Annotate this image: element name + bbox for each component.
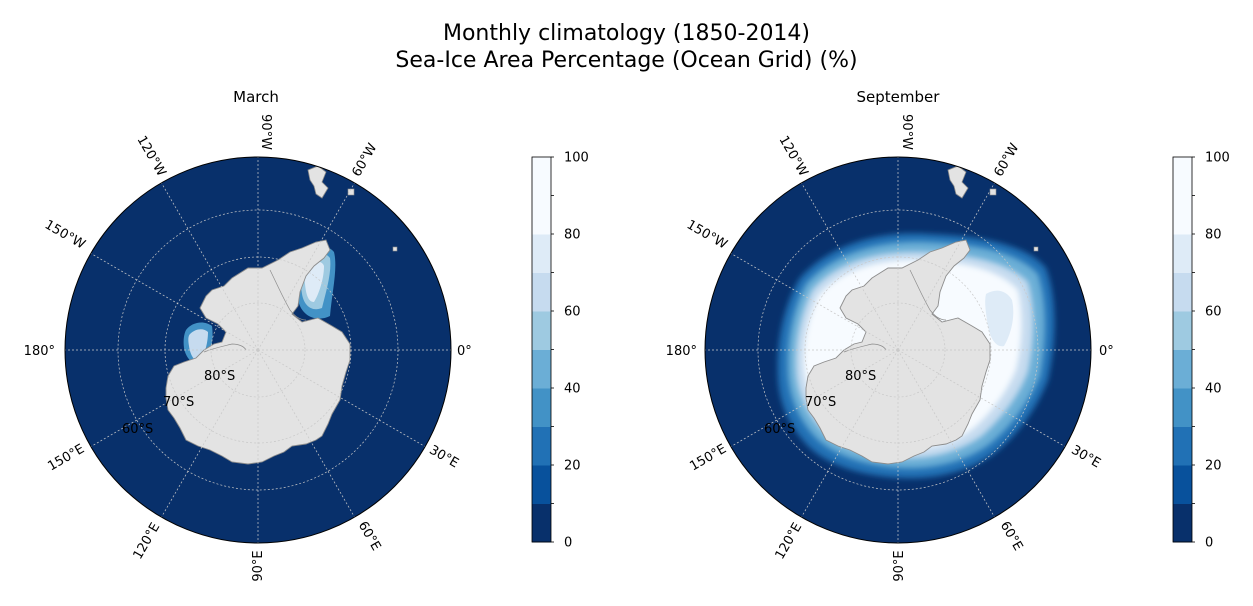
colorbar-segment: [1173, 349, 1192, 389]
lon-label-120e: 120°E: [773, 520, 806, 562]
lon-label-0: 0°: [1099, 344, 1114, 359]
colorbar-september: 0 20 40 60 80 100: [1172, 151, 1230, 551]
colorbar-segment: [1173, 503, 1192, 543]
lon-label-60e: 60°E: [997, 519, 1026, 554]
colorbar-segment: [532, 272, 551, 312]
map-march: [64, 156, 452, 544]
south-america-tip: [307, 165, 329, 199]
lon-label-90w: 90°W: [899, 114, 914, 150]
south-america-tip: [947, 165, 969, 199]
lon-label-90e: 90°E: [892, 550, 907, 581]
lon-label-30e: 30°E: [1068, 443, 1103, 472]
colorbar-march: 0 20 40 60 80 100: [531, 151, 589, 551]
map-september: [704, 156, 1092, 544]
map-boundary: [64, 156, 452, 544]
colorbar-segment: [1173, 157, 1192, 235]
map-boundary: [704, 156, 1092, 544]
lon-label-90w: 90°W: [258, 114, 273, 150]
colorbar-tick-label: 60: [564, 305, 581, 320]
lon-label-150w: 150°W: [684, 217, 730, 252]
colorbar-segment: [532, 465, 551, 504]
colorbar-segment: [532, 234, 551, 273]
lat-label-80s: 80°S: [845, 369, 876, 384]
colorbar-segment: [1173, 465, 1192, 504]
colorbar-tick-label: 40: [564, 382, 581, 397]
colorbar-tick-label: 60: [1205, 305, 1222, 320]
colorbar-tick-label: 20: [564, 459, 581, 474]
colorbar-segment: [1173, 388, 1192, 427]
colorbar-segment: [532, 311, 551, 350]
ice-shelf-line: [269, 269, 307, 321]
lon-label-90e: 90°E: [251, 550, 266, 581]
island-south-georgia: [989, 188, 997, 196]
lon-label-120w: 120°W: [775, 133, 810, 179]
colorbar-tick-label: 80: [564, 228, 581, 243]
lon-label-60e: 60°E: [355, 519, 384, 554]
graticule: [705, 157, 1091, 543]
ice-shelf-line: [909, 269, 947, 321]
lon-label-120e: 120°E: [131, 520, 164, 562]
lat-label-60s: 60°S: [122, 422, 153, 437]
island-south-georgia: [347, 188, 355, 196]
island-bouvet: [392, 246, 398, 252]
lon-label-150e: 150°E: [45, 442, 87, 475]
colorbar-segment: [532, 388, 551, 427]
lon-label-150w: 150°W: [42, 217, 88, 252]
lat-label-70s: 70°S: [163, 395, 194, 410]
panel-title-september: September: [856, 88, 940, 106]
lon-label-180: 180°: [666, 344, 697, 359]
lon-label-30e: 30°E: [426, 443, 461, 472]
panel-title-march: March: [233, 88, 279, 106]
ice-shelf-line: [843, 343, 887, 353]
colorbar-tick-label: 100: [1205, 151, 1230, 166]
colorbar-segment: [1173, 311, 1192, 350]
figure-title-line1: Monthly climatology (1850-2014): [442, 21, 811, 46]
latitude-labels-march: 80°S 70°S 60°S: [122, 369, 235, 437]
colorbar-tick-label: 0: [1205, 536, 1213, 551]
sea-ice-weddell-patch: [985, 290, 1014, 347]
colorbar-segment: [532, 349, 551, 389]
lon-label-60w: 60°W: [991, 141, 1022, 180]
colorbar-segment: [532, 426, 551, 466]
lon-label-60w: 60°W: [349, 141, 380, 180]
lat-label-70s: 70°S: [805, 395, 836, 410]
lat-label-60s: 60°S: [764, 422, 795, 437]
colorbar-tick-label: 80: [1205, 228, 1222, 243]
colorbar-segment: [1173, 426, 1192, 466]
colorbar-tick-label: 100: [564, 151, 589, 166]
latitude-labels-september: 80°S 70°S 60°S: [764, 369, 876, 437]
colorbar-segment: [532, 503, 551, 543]
colorbar-tick-label: 20: [1205, 459, 1222, 474]
lat-label-80s: 80°S: [204, 369, 235, 384]
ice-shelf-line: [203, 343, 247, 353]
lon-label-180: 180°: [24, 344, 55, 359]
island-bouvet: [1033, 246, 1039, 252]
colorbar-segment: [1173, 272, 1192, 312]
colorbar-segment: [1173, 234, 1192, 273]
graticule: [65, 157, 451, 543]
colorbar-tick-label: 40: [1205, 382, 1222, 397]
lon-label-150e: 150°E: [687, 442, 729, 475]
colorbar-segment: [532, 157, 551, 235]
figure-title-line2: Sea-Ice Area Percentage (Ocean Grid) (%): [395, 48, 858, 73]
lon-label-0: 0°: [457, 344, 472, 359]
lon-label-120w: 120°W: [133, 133, 168, 179]
colorbar-tick-label: 0: [564, 536, 572, 551]
